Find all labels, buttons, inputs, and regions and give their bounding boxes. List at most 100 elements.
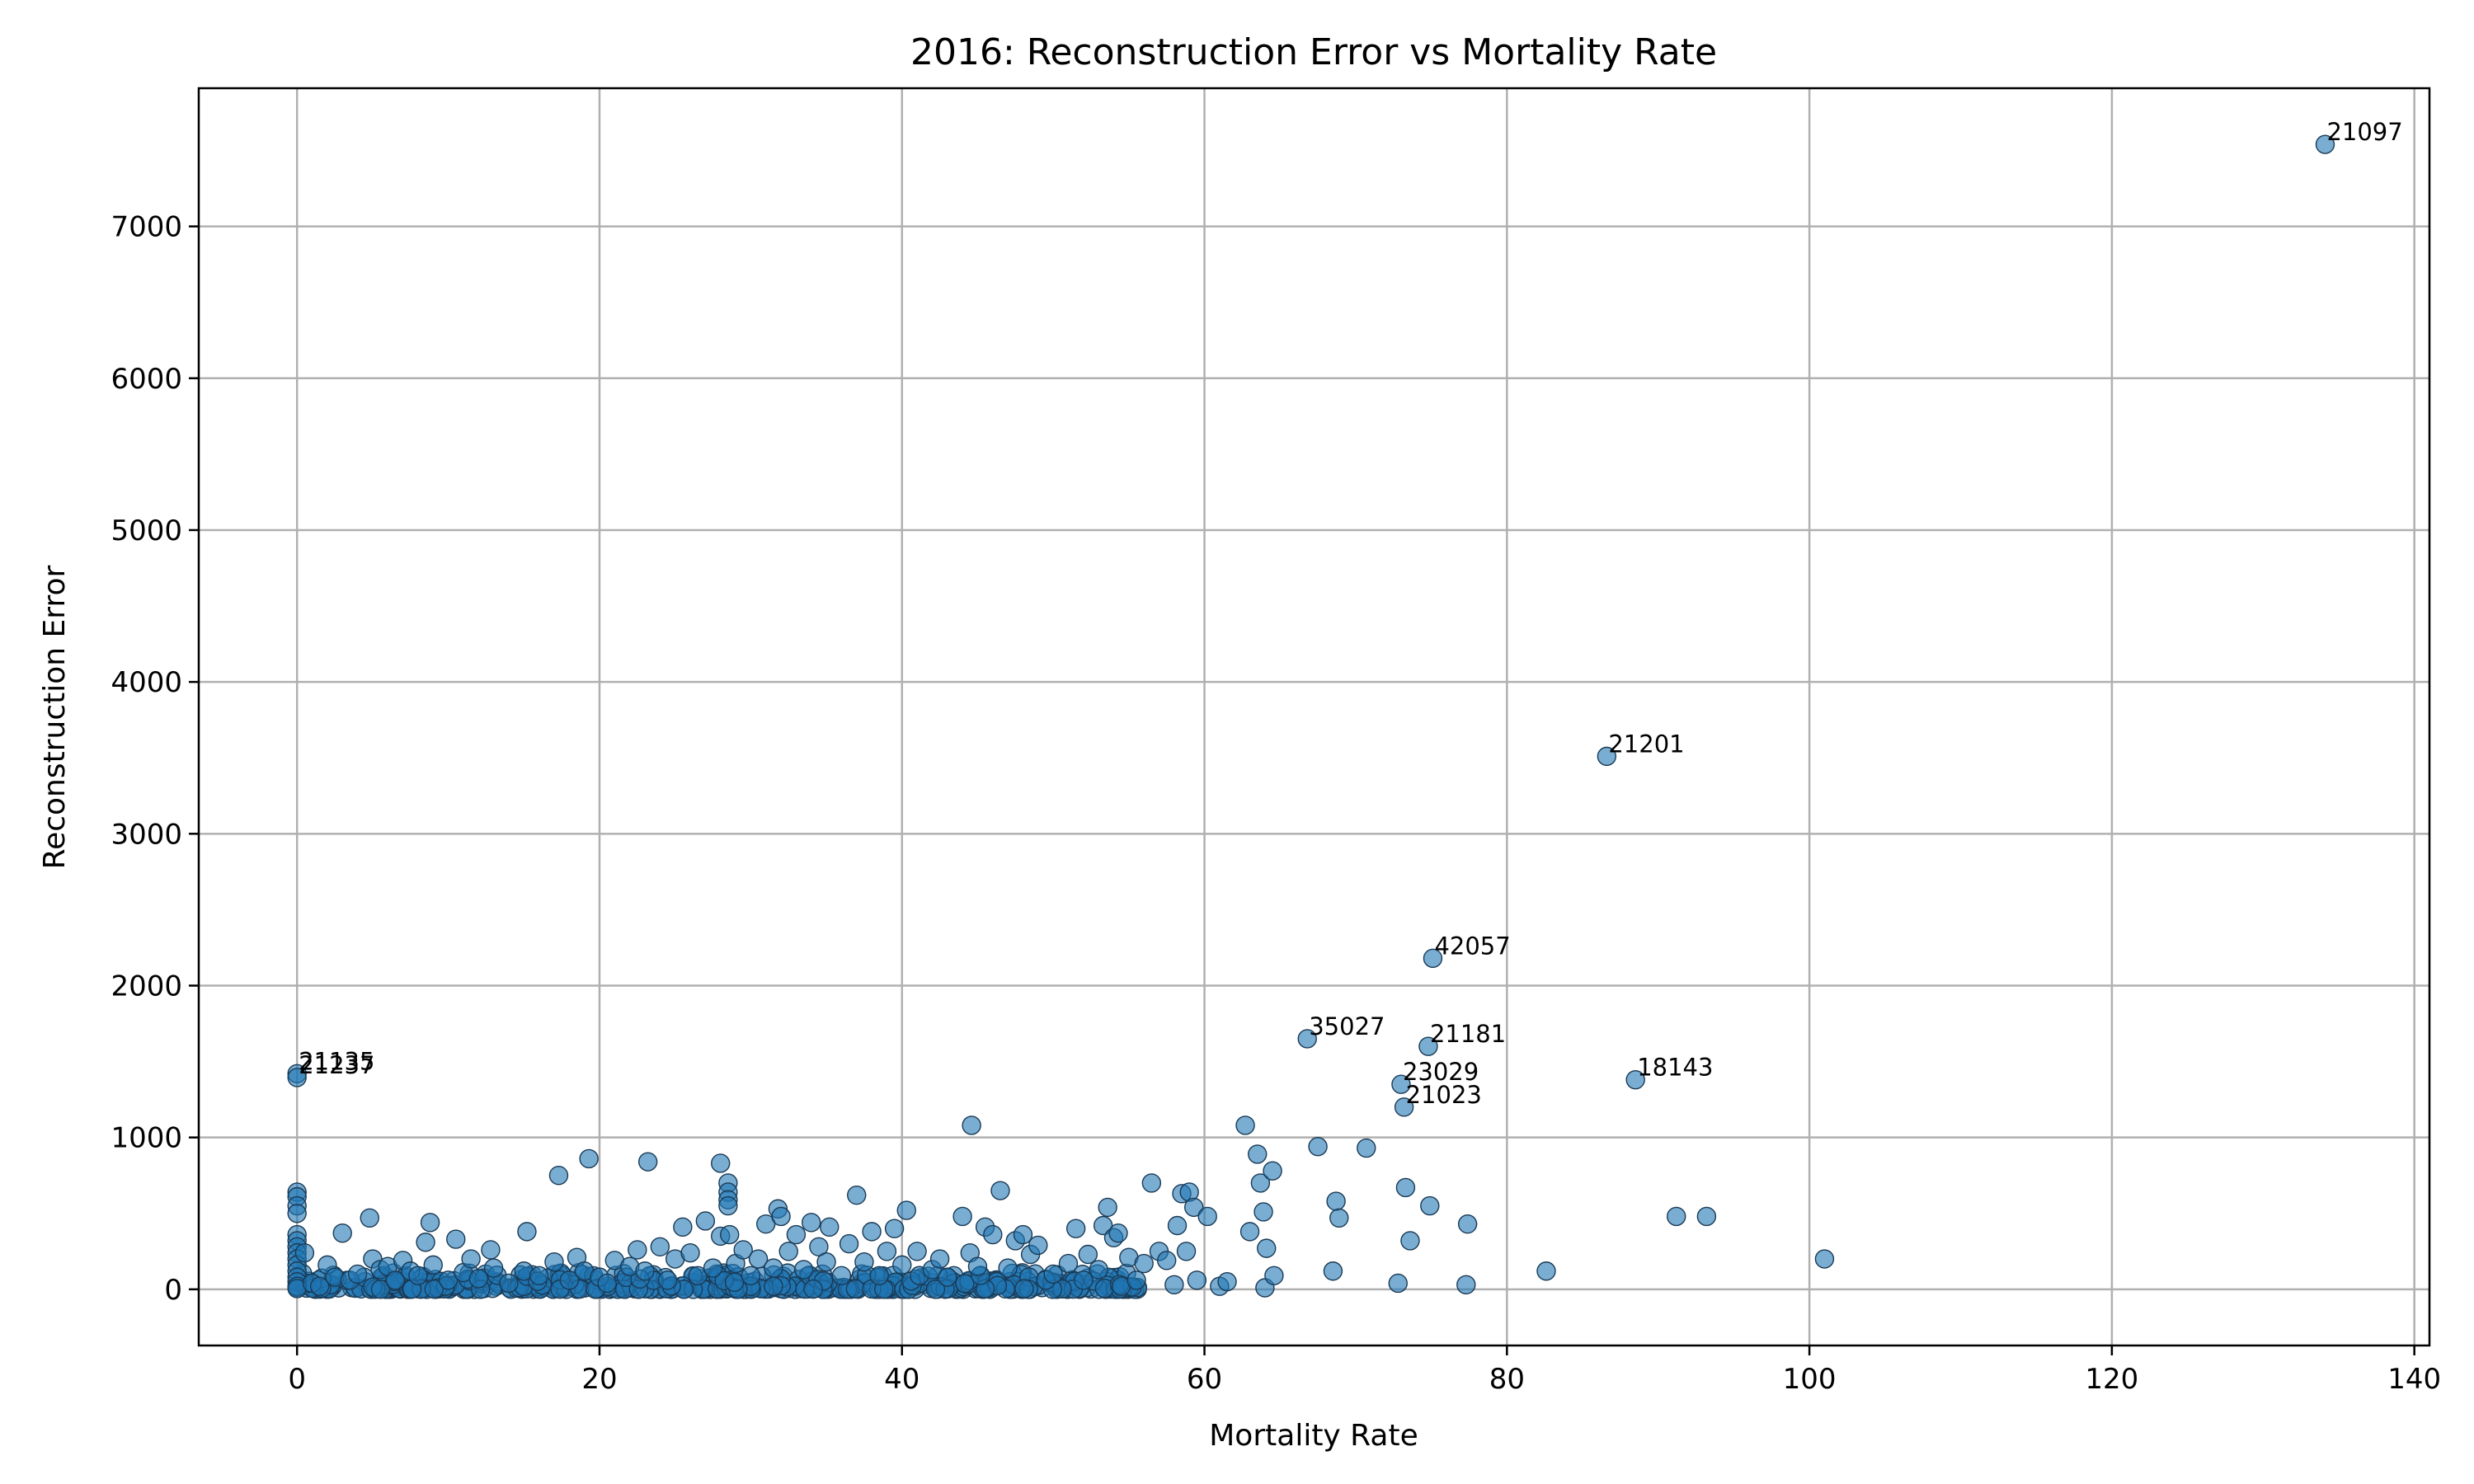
data-point <box>1323 1261 1343 1281</box>
data-point <box>809 1237 829 1256</box>
data-point <box>990 1181 1010 1200</box>
data-point <box>877 1242 897 1261</box>
data-point <box>892 1255 912 1275</box>
data-point <box>816 1252 836 1272</box>
data-point <box>1250 1173 1271 1193</box>
data-point <box>1388 1273 1408 1294</box>
point-label: 21201 <box>1608 730 1684 758</box>
data-point <box>637 1152 658 1172</box>
data-point <box>332 1223 352 1243</box>
x-tick-label: 140 <box>2387 1363 2441 1396</box>
data-point <box>657 1270 678 1290</box>
data-point <box>983 1224 1003 1245</box>
data-point <box>938 1267 957 1287</box>
data-point <box>1217 1271 1237 1292</box>
y-tick-label: 1000 <box>111 1122 182 1155</box>
data-point <box>1357 1138 1376 1158</box>
y-tick-label: 6000 <box>111 363 182 396</box>
data-point <box>896 1200 916 1220</box>
data-point <box>741 1266 761 1285</box>
y-tick-label: 2000 <box>111 970 182 1003</box>
data-point <box>1187 1270 1207 1290</box>
data-point <box>347 1264 368 1284</box>
point-labels: 21097 21201 42057 35027 21181 18143 2302921023… <box>299 118 2403 1109</box>
data-point <box>955 1274 975 1294</box>
point-label: 21181 <box>1430 1020 1506 1048</box>
data-point <box>1329 1208 1349 1228</box>
point-label: 21237 <box>299 1051 374 1079</box>
x-tick-label: 100 <box>1783 1363 1837 1396</box>
data-point <box>718 1195 738 1216</box>
y-tick-label: 4000 <box>111 666 182 699</box>
data-point <box>839 1233 859 1254</box>
data-point <box>1156 1251 1177 1270</box>
y-axis-label: Reconstruction Error <box>38 566 72 870</box>
labeled-data-point <box>1423 948 1443 969</box>
data-point <box>1248 1144 1268 1164</box>
data-point <box>499 1273 519 1294</box>
data-point <box>423 1255 443 1275</box>
y-tick-label: 3000 <box>111 818 182 851</box>
point-label: 21023 <box>1406 1081 1482 1109</box>
x-tick-label: 60 <box>1187 1363 1222 1396</box>
data-point <box>1043 1264 1063 1284</box>
data-point <box>1235 1115 1255 1135</box>
labeled-data-point <box>1391 1074 1411 1094</box>
x-tick-label: 20 <box>581 1363 617 1396</box>
data-point <box>952 1206 972 1227</box>
data-point <box>559 1270 580 1290</box>
chart-title: 2016: Reconstruction Error vs Mortality … <box>910 31 1717 73</box>
data-point <box>1167 1215 1188 1236</box>
y-tick-label: 0 <box>164 1274 182 1307</box>
data-point <box>1253 1202 1273 1222</box>
data-point <box>1164 1275 1184 1295</box>
data-point <box>1093 1215 1113 1236</box>
data-point <box>1308 1137 1328 1157</box>
data-point <box>483 1258 504 1278</box>
data-point <box>1457 1214 1478 1234</box>
data-point <box>1814 1249 1835 1269</box>
data-point <box>1141 1173 1162 1193</box>
data-point <box>884 1219 905 1238</box>
labeled-data-point <box>287 1068 307 1087</box>
data-point <box>907 1242 927 1261</box>
data-point <box>962 1115 981 1135</box>
data-point <box>688 1266 708 1285</box>
labeled-data-point <box>1418 1036 1438 1056</box>
data-point <box>1126 1270 1146 1290</box>
data-point <box>294 1242 315 1263</box>
data-point <box>517 1222 537 1242</box>
data-point <box>1257 1238 1277 1258</box>
data-point <box>967 1256 988 1276</box>
data-point <box>869 1266 889 1285</box>
data-point <box>1108 1223 1128 1243</box>
data-point <box>1239 1222 1260 1242</box>
data-point <box>862 1222 882 1242</box>
data-point <box>1263 1161 1282 1181</box>
data-point <box>802 1213 821 1233</box>
data-point <box>764 1276 783 1296</box>
data-point <box>310 1276 330 1296</box>
x-tick-label: 120 <box>2085 1363 2138 1396</box>
data-point <box>778 1242 798 1261</box>
labeled-data-point <box>1394 1097 1414 1117</box>
data-point <box>756 1214 776 1234</box>
point-label: 42057 <box>1434 932 1510 960</box>
data-point <box>548 1166 569 1186</box>
data-point <box>1536 1261 1556 1281</box>
data-point <box>719 1224 740 1245</box>
labeled-data-point <box>1297 1029 1317 1049</box>
data-point <box>703 1258 723 1278</box>
data-point <box>1134 1253 1154 1274</box>
data-point <box>529 1266 549 1285</box>
x-tick-label: 40 <box>884 1363 920 1396</box>
data-point <box>831 1266 852 1285</box>
data-point <box>628 1240 647 1260</box>
data-point <box>847 1185 867 1205</box>
data-point <box>764 1258 783 1278</box>
y-tick-label: 7000 <box>111 211 182 244</box>
data-point <box>579 1148 599 1169</box>
data-point <box>1400 1231 1420 1251</box>
data-point <box>1014 1279 1034 1298</box>
